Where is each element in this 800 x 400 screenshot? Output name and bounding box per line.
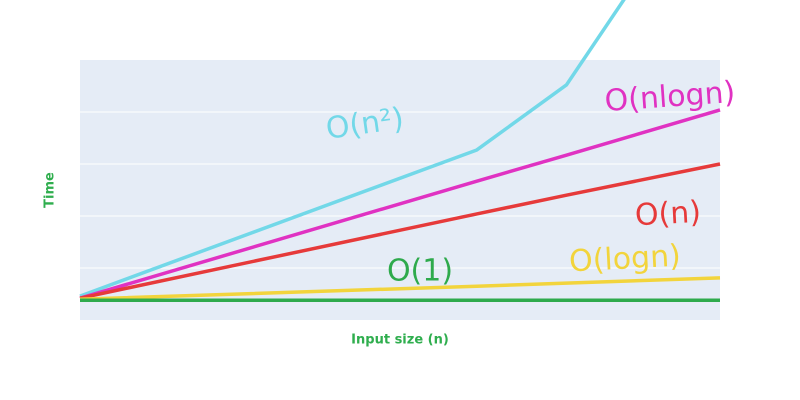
x-axis-title: Input size (n)	[351, 333, 449, 348]
series-line	[79, 108, 721, 300]
series-label: O(logn)	[568, 239, 681, 280]
y-axis-title: Time	[43, 172, 58, 208]
series-line	[79, 276, 721, 301]
series-line	[79, 0, 626, 298]
series-label: O(n)	[634, 195, 702, 233]
series-line	[79, 162, 721, 300]
series-label: O(1)	[387, 254, 453, 289]
